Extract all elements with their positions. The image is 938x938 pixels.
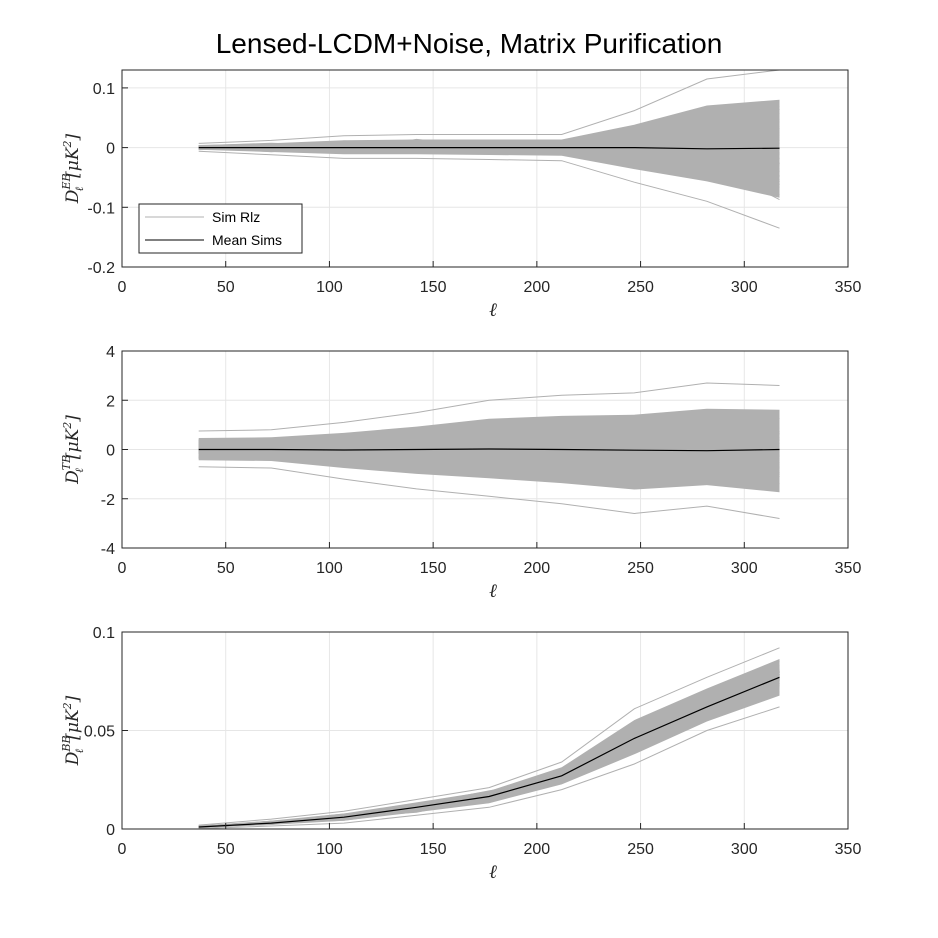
x-tick-label: 100 <box>316 279 343 296</box>
y-tick-label: -0.2 <box>87 260 115 277</box>
legend-box <box>138 203 303 254</box>
y-axis-label-bb: DBBℓ[μK2] <box>60 695 86 766</box>
panel-tb: 0 50 100 150 200 250 300 350 -4 -2 0 2 4 ℓ DTBℓ[μK2] <box>60 344 861 602</box>
x-tick-label: 0 <box>118 279 127 296</box>
x-tick-label: 250 <box>627 560 654 577</box>
x-tick-label: 200 <box>524 560 551 577</box>
panel-eb: 0 50 100 150 200 250 300 350 -0.2 -0.1 0 0.1 ℓ DEBℓ[μ… <box>60 69 862 321</box>
x-tick-label: 250 <box>627 841 654 858</box>
mean-sims-line-tb <box>198 448 780 452</box>
sim-rlz-line <box>198 69 780 144</box>
mean-sims-line-eb <box>198 147 780 150</box>
y-tick-label: 0.05 <box>84 724 115 741</box>
sim-rlz-line <box>198 670 780 828</box>
y-tick-label: -2 <box>101 492 115 509</box>
legend-label-sim-rlz: Sim Rlz <box>212 209 260 225</box>
mean-sims-line-bb <box>198 676 780 828</box>
sim-rlz-line <box>198 670 780 828</box>
sim-rlz-line <box>198 382 780 432</box>
sim-rlz-core-band <box>198 659 780 828</box>
y-tick-label: -0.1 <box>87 200 115 217</box>
x-tick-label: 200 <box>524 279 551 296</box>
x-tick-label: 0 <box>118 841 127 858</box>
x-tick-label: 300 <box>731 841 758 858</box>
sim-rlz-line <box>198 668 780 828</box>
x-tick-label: 350 <box>835 279 862 296</box>
y-tick-label: 0 <box>106 141 115 158</box>
x-tick-label: 350 <box>835 560 862 577</box>
x-tick-label: 50 <box>217 841 235 858</box>
x-tick-label: 150 <box>420 841 447 858</box>
sim-rlz-line <box>198 670 780 827</box>
x-tick-label: 300 <box>731 279 758 296</box>
sim-rlz-core-band <box>198 99 780 198</box>
panel-bb: 0 50 100 150 200 250 300 350 0 0.05 0.1 ℓ DBBℓ[μK2] <box>60 625 861 883</box>
sim-rlz-line <box>198 647 780 826</box>
sim-rlz-line <box>198 150 780 229</box>
legend: Sim Rlz Mean Sims <box>138 203 303 254</box>
y-tick-label: 2 <box>106 393 115 410</box>
x-tick-label: 50 <box>217 560 235 577</box>
x-tick-label: 100 <box>316 841 343 858</box>
x-tick-label: 300 <box>731 560 758 577</box>
sim-rlz-line <box>198 668 780 829</box>
x-tick-label: 100 <box>316 560 343 577</box>
x-axis-label-eb: ℓ <box>489 299 497 321</box>
y-axis-label-eb: DEBℓ[μK2] <box>60 133 86 204</box>
x-tick-label: 250 <box>627 279 654 296</box>
x-axis-label-tb: ℓ <box>489 580 497 602</box>
x-tick-label: 0 <box>118 560 127 577</box>
y-tick-label: 4 <box>106 344 115 361</box>
y-axis-label-tb: DTBℓ[μK2] <box>60 415 86 485</box>
legend-label-mean-sims: Mean Sims <box>212 232 282 248</box>
y-tick-label: 0 <box>106 443 115 460</box>
sim-realizations-bb <box>198 647 780 830</box>
sim-rlz-line <box>198 466 780 519</box>
x-tick-label: 150 <box>420 279 447 296</box>
x-tick-label: 150 <box>420 560 447 577</box>
axes-box-eb <box>121 69 849 268</box>
sim-rlz-line <box>198 670 780 828</box>
sim-rlz-line <box>198 706 780 830</box>
y-tick-label: -4 <box>101 541 115 558</box>
x-tick-label: 200 <box>524 841 551 858</box>
sim-rlz-line <box>198 667 780 828</box>
y-tick-label: 0.1 <box>93 81 115 98</box>
y-tick-label: 0 <box>106 822 115 839</box>
sim-rlz-core-band <box>198 408 780 493</box>
sim-rlz-line <box>198 670 780 828</box>
figure-title: Lensed-LCDM+Noise, Matrix Purification <box>216 28 723 59</box>
y-tick-label: 0.1 <box>93 625 115 642</box>
x-tick-label: 50 <box>217 279 235 296</box>
x-axis-label-bb: ℓ <box>489 861 497 883</box>
x-tick-label: 350 <box>835 841 862 858</box>
sim-rlz-line <box>198 670 780 828</box>
